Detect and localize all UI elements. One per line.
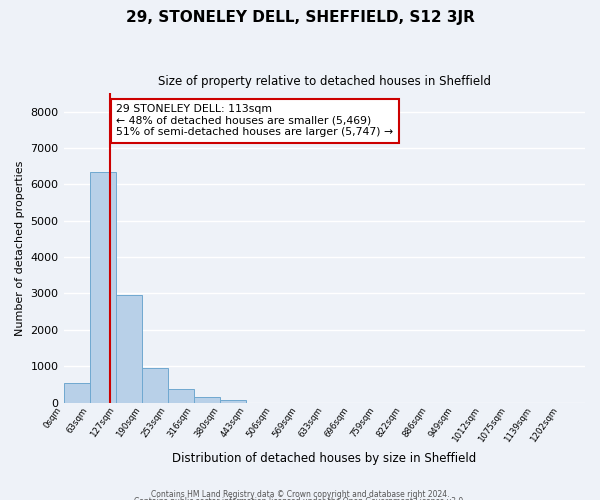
- Y-axis label: Number of detached properties: Number of detached properties: [15, 160, 25, 336]
- Bar: [116, 295, 142, 403]
- X-axis label: Distribution of detached houses by size in Sheffield: Distribution of detached houses by size …: [172, 452, 476, 465]
- Title: Size of property relative to detached houses in Sheffield: Size of property relative to detached ho…: [158, 75, 491, 88]
- Text: Contains public sector information licensed under the Open Government Licence v3: Contains public sector information licen…: [134, 497, 466, 500]
- Bar: [168, 389, 194, 402]
- Text: Contains HM Land Registry data © Crown copyright and database right 2024.: Contains HM Land Registry data © Crown c…: [151, 490, 449, 499]
- Bar: [194, 396, 220, 402]
- Bar: [220, 400, 246, 402]
- Bar: [64, 382, 89, 402]
- Bar: [142, 368, 168, 402]
- Bar: [89, 172, 116, 402]
- Text: 29 STONELEY DELL: 113sqm
← 48% of detached houses are smaller (5,469)
51% of sem: 29 STONELEY DELL: 113sqm ← 48% of detach…: [116, 104, 394, 138]
- Text: 29, STONELEY DELL, SHEFFIELD, S12 3JR: 29, STONELEY DELL, SHEFFIELD, S12 3JR: [125, 10, 475, 25]
